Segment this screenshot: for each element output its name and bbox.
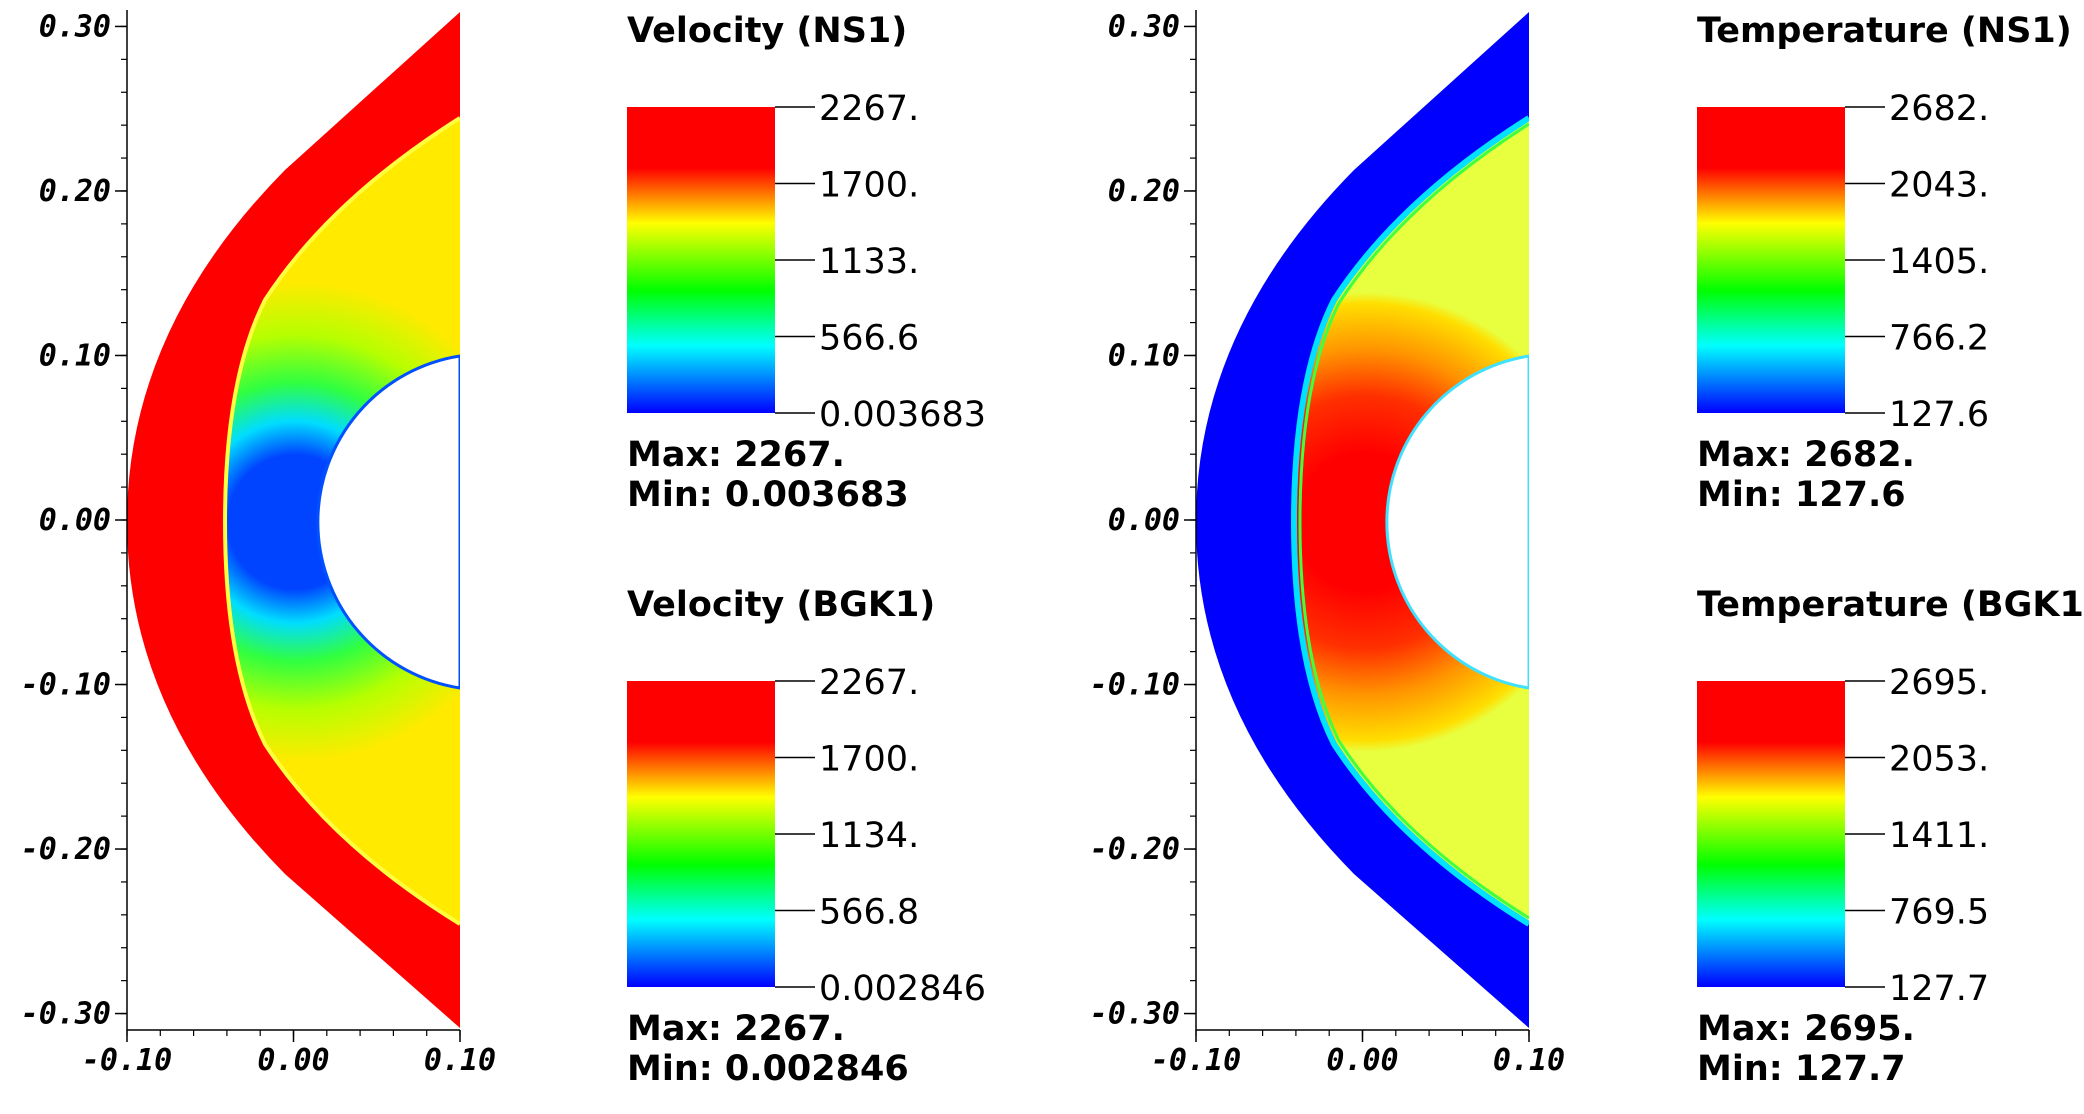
- legend-tick-label: 2267.: [819, 663, 919, 703]
- temperature-plot: [1196, 12, 1529, 1028]
- temperature-y-tick-label: 0.10: [1108, 338, 1180, 373]
- temperature-y-tick-label: 0.20: [1108, 174, 1180, 209]
- temperature-x-tick-label: 0.00: [1326, 1043, 1398, 1078]
- legend-tick-label: 0.003683: [819, 395, 986, 435]
- temperature-x-tick-label: -0.10: [1151, 1043, 1241, 1078]
- temperature-y-tick-label: 0.30: [1108, 9, 1180, 44]
- temperature-y-tick-label: -0.20: [1090, 832, 1180, 867]
- velocity-y-tick-label: 0.20: [39, 174, 111, 209]
- velocity-x-tick-label: -0.10: [82, 1043, 172, 1078]
- temperature-y-tick-label: 0.00: [1108, 503, 1180, 538]
- velocity-shock-layer: [225, 118, 460, 924]
- legend-colorbar: [1697, 107, 1845, 413]
- legend-tick-label: 1405.: [1889, 242, 1989, 282]
- temperature-legend-bgk1: Temperature (BGK1) 2695. 2053. 1411. 769.5 12…: [1697, 585, 2084, 1089]
- legend-tick-label: 127.7: [1889, 969, 1989, 1009]
- legend-tick-label: 1700.: [819, 740, 919, 780]
- velocity-shock-front: [222, 116, 460, 926]
- legend-tick-label: 2267.: [819, 89, 919, 129]
- legend-tick-label: 1411.: [1889, 816, 1989, 856]
- legend-layer: Velocity (NS1) 2267. 1700. 1133. 566.6 0.0036…: [627, 11, 2084, 1089]
- velocity-y-tick-label: -0.30: [21, 997, 111, 1032]
- legend-max: Max: 2695.: [1697, 1009, 1915, 1049]
- temperature-y-tick-label: -0.10: [1090, 668, 1180, 703]
- legend-min: Min: 127.7: [1697, 1049, 1906, 1089]
- legend-tick-label: 566.8: [819, 893, 919, 933]
- velocity-plot: [127, 12, 460, 1028]
- velocity-y-tick-label: -0.20: [21, 832, 111, 867]
- legend-title: Temperature (BGK1): [1697, 585, 2084, 625]
- temperature-y-tick-label: -0.30: [1090, 997, 1180, 1032]
- legend-min: Min: 0.003683: [627, 475, 909, 515]
- legend-tick-label: 1134.: [819, 816, 919, 856]
- legend-tick-label: 566.6: [819, 319, 919, 359]
- legend-tick-label: 2053.: [1889, 740, 1989, 780]
- temperature-x-tick-label: 0.10: [1493, 1043, 1565, 1078]
- legend-max: Max: 2267.: [627, 1009, 845, 1049]
- velocity-y-tick-label: 0.10: [39, 338, 111, 373]
- legend-max: Max: 2682.: [1697, 435, 1915, 475]
- legend-min: Min: 0.002846: [627, 1049, 909, 1089]
- temperature-shock-front-inner: [1298, 122, 1529, 920]
- velocity-y-tick-label: 0.30: [39, 9, 111, 44]
- velocity-legend-ns1: Velocity (NS1) 2267. 1700. 1133. 566.6 0.0036…: [627, 11, 986, 515]
- legend-min: Min: 127.6: [1697, 475, 1906, 515]
- legend-tick-label: 2043.: [1889, 166, 1989, 206]
- legend-tick-label: 1133.: [819, 242, 919, 282]
- legend-colorbar: [627, 107, 775, 413]
- legend-colorbar: [1697, 681, 1845, 987]
- velocity-legend-bgk1: Velocity (BGK1) 2267. 1700. 1134. 566.8 0.002…: [627, 585, 986, 1089]
- temperature-shock-layer: [1294, 118, 1529, 924]
- legend-tick-label: 1700.: [819, 166, 919, 206]
- temperature-body: [1385, 354, 1529, 690]
- velocity-y-tick-label: 0.00: [39, 503, 111, 538]
- legend-tick-label: 0.002846: [819, 969, 986, 1009]
- legend-tick-label: 2695.: [1889, 663, 1989, 703]
- temperature-shock-front: [1290, 115, 1529, 927]
- legend-tick-label: 769.5: [1889, 893, 1989, 933]
- velocity-x-tick-label: 0.00: [257, 1043, 329, 1078]
- legend-max: Max: 2267.: [627, 435, 845, 475]
- legend-title: Velocity (BGK1): [627, 585, 935, 625]
- legend-title: Velocity (NS1): [627, 11, 907, 51]
- velocity-x-tick-label: 0.10: [424, 1043, 496, 1078]
- velocity-y-tick-label: -0.10: [21, 668, 111, 703]
- legend-colorbar: [627, 681, 775, 987]
- velocity-body: [316, 354, 460, 690]
- legend-tick-label: 127.6: [1889, 395, 1989, 435]
- legend-title: Temperature (NS1): [1697, 11, 2072, 51]
- temperature-legend-ns1: Temperature (NS1) 2682. 2043. 1405. 766.2 127…: [1697, 11, 2072, 515]
- legend-tick-label: 2682.: [1889, 89, 1989, 129]
- tick-layer: 0.30 0.20 0.10 0.00 -0.10 -0.20 -0.30 -0.10 0.00…: [21, 9, 1565, 1078]
- legend-tick-label: 766.2: [1889, 319, 1989, 359]
